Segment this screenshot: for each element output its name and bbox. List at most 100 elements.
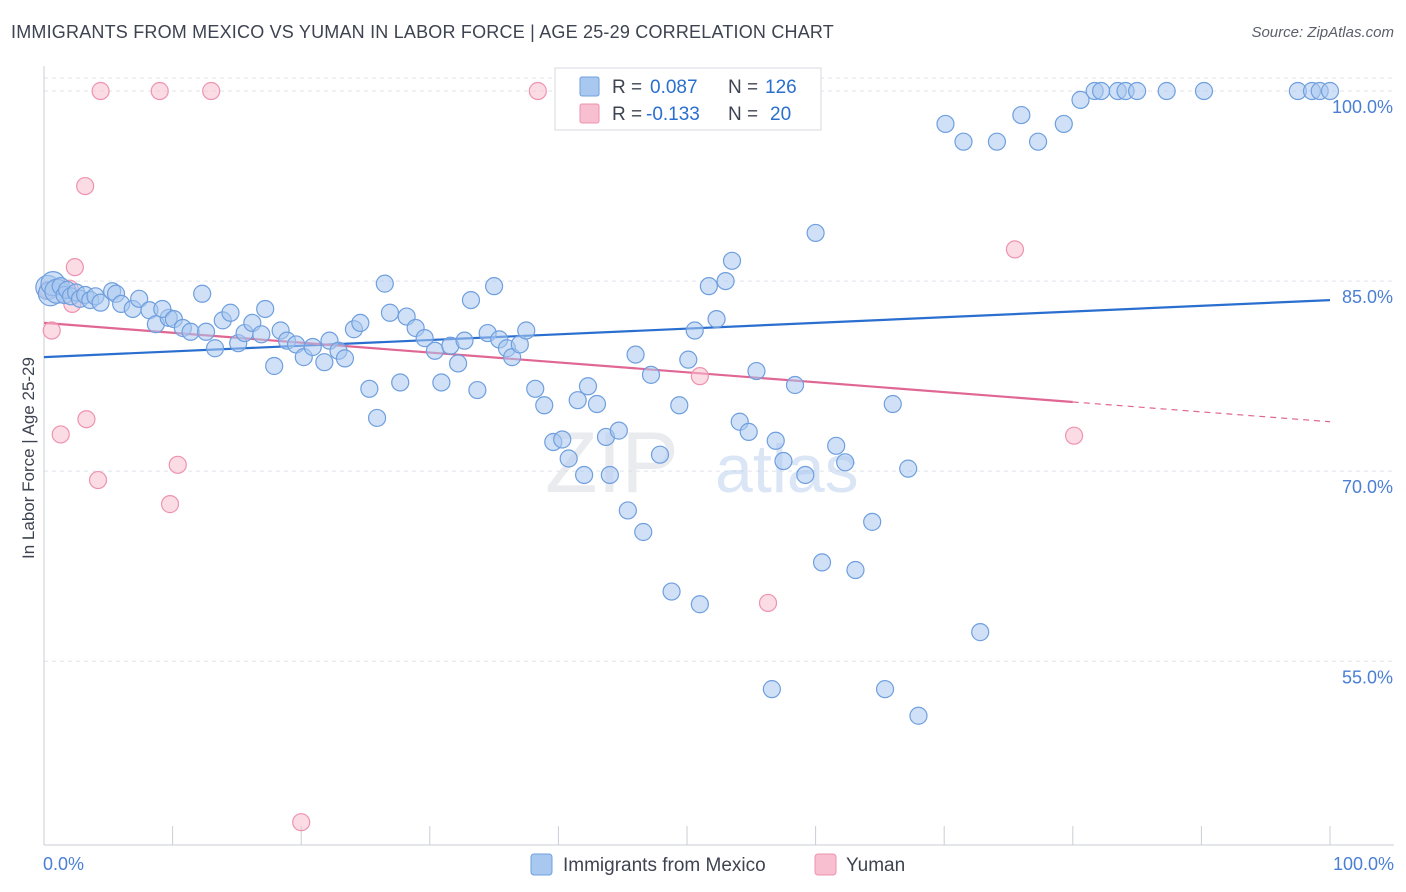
y-tick-label: 85.0% [1342, 287, 1393, 307]
point-immigrants-from-mexico [899, 459, 918, 478]
point-yuman [758, 593, 778, 613]
y-axis-title: In Labor Force | Age 25-29 [19, 357, 38, 559]
point-immigrants-from-mexico [766, 431, 785, 450]
point-immigrants-from-mexico [685, 321, 704, 340]
point-yuman [202, 81, 221, 101]
point-immigrants-from-mexico [650, 445, 670, 464]
point-immigrants-from-mexico [812, 553, 832, 572]
point-yuman [292, 813, 311, 832]
point-immigrants-from-mexico [587, 394, 607, 414]
point-immigrants-from-mexico [432, 373, 451, 392]
y-tick-label: 70.0% [1342, 477, 1393, 497]
point-immigrants-from-mexico [425, 341, 445, 360]
point-yuman [160, 495, 180, 514]
point-immigrants-from-mexico [747, 361, 766, 381]
point-yuman [76, 176, 95, 196]
point-immigrants-from-mexico [670, 396, 689, 415]
point-immigrants-from-mexico [415, 329, 434, 348]
point-immigrants-from-mexico [827, 436, 846, 455]
point-immigrants-from-mexico [936, 114, 955, 134]
point-immigrants-from-mexico [448, 354, 468, 373]
point-immigrants-from-mexico [578, 377, 598, 396]
point-immigrants-from-mexico [699, 277, 718, 296]
legend-n-label-blue: N = [728, 77, 758, 98]
legend-r-value-blue: 0.087 [650, 77, 698, 98]
point-immigrants-from-mexico [303, 337, 322, 357]
legend-swatch-pink [579, 103, 600, 124]
point-immigrants-from-mexico [205, 339, 225, 358]
point-yuman [65, 258, 84, 277]
point-immigrants-from-mexico [193, 284, 212, 303]
legend-bottom-swatch-blue [530, 853, 553, 876]
point-immigrants-from-mexico [367, 408, 387, 428]
axes [43, 66, 1394, 846]
point-immigrants-from-mexico [987, 132, 1007, 151]
point-immigrants-from-mexico [600, 465, 619, 485]
point-immigrants-from-mexico [762, 680, 781, 699]
point-immigrants-from-mexico [1194, 81, 1214, 101]
point-immigrants-from-mexico [1091, 81, 1111, 101]
point-immigrants-from-mexico [690, 595, 709, 614]
point-immigrants-from-mexico [252, 325, 271, 344]
point-immigrants-from-mexico [455, 331, 474, 350]
point-immigrants-from-mexico [875, 680, 895, 699]
point-immigrants-from-mexico [707, 310, 726, 329]
point-yuman [77, 410, 96, 429]
point-immigrants-from-mexico [774, 451, 793, 471]
point-immigrants-from-mexico [1127, 81, 1147, 101]
point-immigrants-from-mexico [468, 380, 487, 400]
point-immigrants-from-mexico [1071, 90, 1090, 109]
x-tick-label-min: 0.0% [43, 854, 84, 874]
data-points [35, 81, 1340, 832]
y-tick-labels: 55.0% 70.0% 85.0% 100.0% [1332, 97, 1393, 687]
y-tick-label: 55.0% [1342, 667, 1393, 687]
point-immigrants-from-mexico [863, 512, 882, 531]
point-immigrants-from-mexico [609, 421, 628, 440]
legend-bottom-swatch-pink [814, 853, 837, 876]
point-yuman [91, 81, 110, 101]
point-immigrants-from-mexico [1028, 132, 1048, 151]
point-immigrants-from-mexico [971, 623, 990, 642]
point-immigrants-from-mexico [221, 303, 240, 322]
trend-line-yuman [43, 321, 1073, 404]
point-immigrants-from-mexico [315, 353, 334, 372]
point-immigrants-from-mexico [375, 274, 394, 293]
chart-title: IMMIGRANTS FROM MEXICO VS YUMAN IN LABOR… [11, 22, 835, 42]
point-immigrants-from-mexico [181, 322, 200, 341]
point-immigrants-from-mexico [360, 379, 379, 398]
point-immigrants-from-mexico [575, 465, 594, 485]
point-immigrants-from-mexico [265, 356, 284, 376]
trend-line-yuman-extension [1072, 401, 1331, 423]
legend-n-value-blue: 126 [765, 77, 797, 98]
legend-r-value-pink: -0.133 [646, 104, 700, 125]
point-yuman [42, 321, 61, 340]
legend-n-label-pink: N = [728, 104, 758, 125]
point-immigrants-from-mexico [461, 290, 481, 310]
point-immigrants-from-mexico [535, 396, 554, 415]
legend-swatch-blue [579, 76, 600, 97]
stats-legend: R = 0.087 N = 126 R = -0.133 N = 20 [554, 67, 822, 131]
point-yuman [1064, 426, 1084, 445]
point-immigrants-from-mexico [91, 293, 110, 312]
source-label: Source: ZipAtlas.com [1251, 24, 1394, 41]
legend-r-label-pink: R = [612, 104, 642, 125]
point-immigrants-from-mexico [722, 251, 742, 270]
point-immigrants-from-mexico [641, 365, 661, 384]
point-immigrants-from-mexico [485, 277, 504, 296]
point-immigrants-from-mexico [351, 313, 370, 333]
point-yuman [528, 81, 547, 101]
point-immigrants-from-mexico [153, 299, 172, 319]
point-immigrants-from-mexico [130, 289, 149, 308]
point-immigrants-from-mexico [846, 560, 865, 580]
point-immigrants-from-mexico [739, 422, 758, 441]
legend-bottom-label-blue: Immigrants from Mexico [563, 855, 766, 876]
point-immigrants-from-mexico [634, 522, 653, 542]
point-immigrants-from-mexico [883, 394, 902, 414]
point-immigrants-from-mexico [196, 322, 216, 341]
point-immigrants-from-mexico [626, 345, 645, 364]
point-yuman [88, 470, 108, 490]
point-yuman [1005, 240, 1025, 259]
series-legend: Immigrants from Mexico Yuman [530, 853, 905, 876]
point-immigrants-from-mexico [391, 373, 410, 392]
